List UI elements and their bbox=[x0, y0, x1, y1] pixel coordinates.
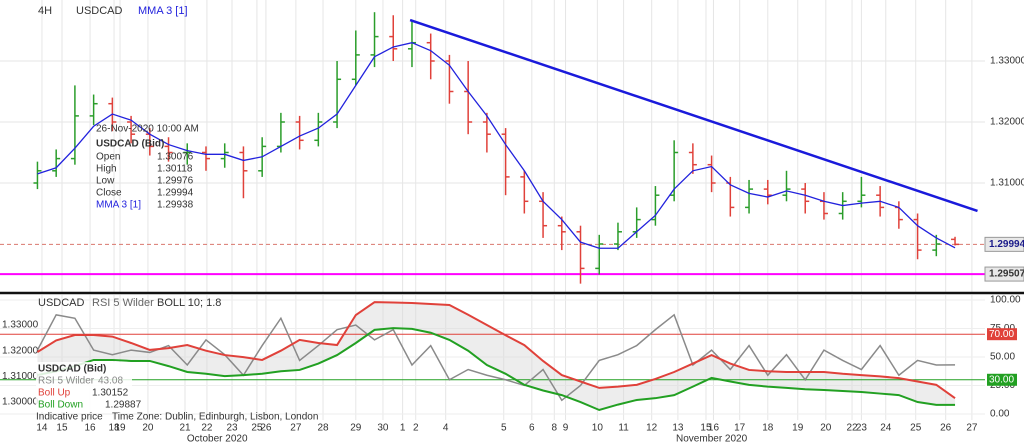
x-tick-label: 17 bbox=[734, 423, 746, 434]
indicator-symbol: USDCAD bbox=[38, 297, 85, 309]
x-tick-label: 11 bbox=[618, 423, 629, 434]
x-tick-label: 19 bbox=[792, 423, 804, 434]
indicator-line bbox=[36, 313, 956, 402]
y-tick-label: 1.31000 bbox=[2, 371, 39, 382]
x-tick-label: 22 bbox=[201, 423, 213, 434]
note: Time Zone: Dublin, Edinburgh, Lisbon, Lo… bbox=[112, 412, 318, 423]
price-box bbox=[984, 236, 1024, 252]
x-tick-label: 6 bbox=[529, 423, 535, 434]
tooltip-value: 1.29938 bbox=[157, 200, 194, 211]
x-tick-label: 25 bbox=[910, 423, 922, 434]
overlay: 4H USDCAD MMA 3 [1] 26-Nov-2020 10:00 AM… bbox=[36, 5, 318, 423]
x-tick-label: 10 bbox=[592, 423, 604, 434]
x-tick-label: 21 bbox=[179, 423, 191, 434]
note: Indicative price bbox=[36, 412, 103, 423]
x-tick-label: 18 bbox=[762, 423, 774, 434]
x-tick-label: 27 bbox=[966, 423, 978, 434]
tooltip-label: Open bbox=[96, 152, 120, 163]
level-label: 30.00 bbox=[989, 374, 1014, 385]
x-tick-label: 1 bbox=[400, 423, 406, 434]
tooltip-label: Close bbox=[96, 188, 122, 199]
legend-label: Boll Up bbox=[38, 388, 71, 399]
band-fill bbox=[37, 302, 956, 410]
legend-value: 43.08 bbox=[98, 376, 123, 387]
mma-line bbox=[37, 42, 956, 249]
x-tick-label: 29 bbox=[350, 423, 362, 434]
y2-tick-label: 50.00 bbox=[990, 352, 1015, 363]
x-tick-label: 9 bbox=[563, 423, 569, 434]
y2-tick-label: 100.00 bbox=[990, 295, 1021, 306]
legend-title: USDCAD (Bid) bbox=[38, 364, 106, 375]
level-label: 70.00 bbox=[989, 329, 1014, 340]
bands-name: BOLL 10; 1.8 bbox=[157, 297, 221, 309]
tooltip-value: 1.29976 bbox=[157, 176, 194, 187]
indicator-line bbox=[36, 301, 956, 399]
tooltip-time: 26-Nov-2020 10:00 AM bbox=[96, 124, 199, 135]
indicator-name: MMA 3 [1] bbox=[138, 5, 188, 17]
tooltip-value: 1.29994 bbox=[157, 188, 194, 199]
y-tick-label: 1.33000 bbox=[2, 320, 39, 331]
x-tick-label: 2 bbox=[413, 423, 419, 434]
symbol: USDCAD bbox=[76, 5, 123, 17]
x-tick-label: 20 bbox=[142, 423, 154, 434]
legend-box bbox=[36, 362, 132, 412]
price-box bbox=[984, 266, 1024, 282]
x-tick-label: 28 bbox=[317, 423, 329, 434]
x-tick-label: 23 bbox=[226, 423, 238, 434]
tooltip-label: High bbox=[96, 164, 117, 175]
x-tick-label: 15 bbox=[56, 423, 68, 434]
level-box bbox=[987, 373, 1017, 386]
x-tick-label: 26 bbox=[940, 423, 952, 434]
x-tick-label: 4 bbox=[443, 423, 449, 434]
x-tick-label: 15 bbox=[700, 423, 712, 434]
interval: 4H bbox=[38, 5, 52, 17]
last-price-label: 1.29994 bbox=[989, 239, 1024, 250]
price-panel: 1.33000 1.32000 1.31000 1.29507 1.29994 bbox=[0, 0, 1024, 292]
tooltip-value: 1.30076 bbox=[157, 152, 194, 163]
legend-value: 1.30152 bbox=[92, 388, 129, 399]
y2-tick-label: 0.00 bbox=[990, 409, 1010, 420]
x-tick-label: 14 bbox=[36, 423, 48, 434]
legend-label: Boll Down bbox=[38, 400, 83, 411]
x-tick-label: 27 bbox=[290, 423, 302, 434]
legend-label: RSI 5 Wilder bbox=[38, 376, 95, 387]
x-tick-label: 23 bbox=[856, 423, 868, 434]
x-tick-label: 20 bbox=[820, 423, 832, 434]
x-tick-label: 22 bbox=[846, 423, 858, 434]
rsi-name: RSI 5 Wilder bbox=[92, 297, 154, 309]
tooltip-value: 1.30118 bbox=[157, 164, 193, 175]
tooltip-title: USDCAD (Bid) bbox=[96, 139, 164, 150]
x-tick-label: 18 bbox=[108, 423, 120, 434]
x-tick-label: 8 bbox=[552, 423, 558, 434]
x-tick-label: 5 bbox=[501, 423, 507, 434]
x-tick-label: 16 bbox=[85, 423, 97, 434]
tooltip-label: Low bbox=[96, 176, 115, 187]
x-tick-label: 13 bbox=[672, 423, 684, 434]
tooltip-label: MMA 3 [1] bbox=[96, 200, 141, 211]
y-tick-label: 1.32000 bbox=[990, 117, 1024, 128]
legend-value: 1.29887 bbox=[105, 400, 142, 411]
indicator-line bbox=[37, 327, 956, 412]
y-tick-label: 1.31000 bbox=[990, 178, 1024, 189]
level-box bbox=[987, 328, 1017, 341]
support-label: 1.29507 bbox=[989, 269, 1024, 280]
x-tick-label: 19 bbox=[114, 423, 126, 434]
y-tick-label: 1.32000 bbox=[2, 345, 39, 356]
x-tick-label: 30 bbox=[377, 423, 389, 434]
month-label: October 2020 bbox=[187, 434, 248, 444]
trendline bbox=[409, 18, 978, 213]
x-tick-label: 24 bbox=[880, 423, 892, 434]
x-tick-label: 16 bbox=[708, 423, 720, 434]
month-label: November 2020 bbox=[676, 434, 748, 444]
x-tick-label: 25 bbox=[251, 423, 263, 434]
indicator-panel: 1.330001.320001.310001.30000100.0075.005… bbox=[0, 295, 1021, 420]
y-tick-label: 1.30000 bbox=[2, 397, 39, 408]
y-tick-label: 1.33000 bbox=[990, 56, 1024, 67]
x-tick-label: 12 bbox=[646, 423, 658, 434]
x-tick-label: 26 bbox=[260, 423, 272, 434]
